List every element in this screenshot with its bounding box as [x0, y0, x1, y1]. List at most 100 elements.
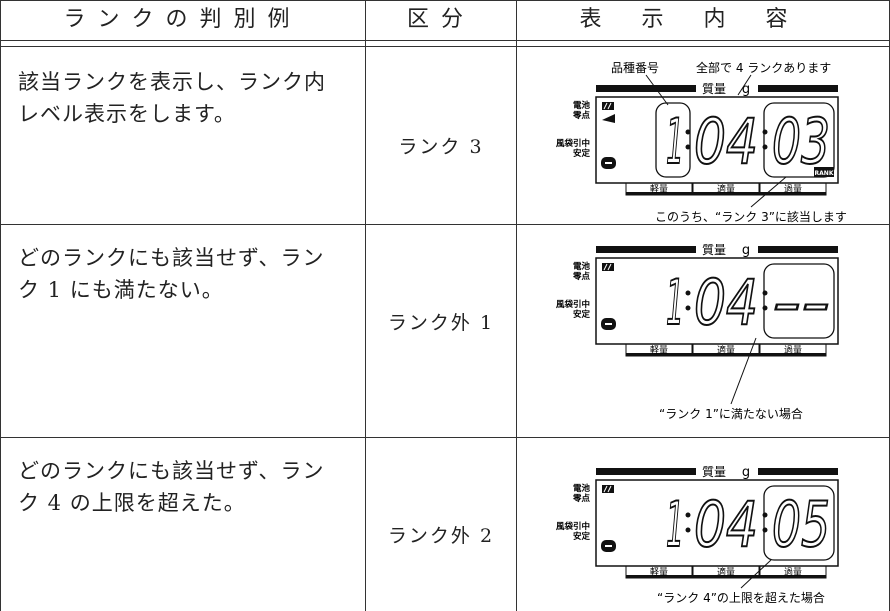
category: ランク 3 — [398, 136, 484, 158]
description: ク 1 にも満たない。 — [18, 278, 224, 302]
annotation: このうち、“ランク 3”に該当します — [655, 209, 847, 224]
bar-fill — [626, 192, 692, 195]
colon — [685, 290, 691, 296]
indicator-label: 風袋引中 — [556, 299, 590, 310]
rule — [516, 0, 517, 611]
digit: 05 — [772, 488, 830, 561]
digit: 03 — [772, 105, 830, 178]
bar-label: 過量 — [784, 567, 802, 578]
bar-fill — [760, 353, 826, 356]
mass-label: 質量 — [702, 81, 726, 96]
indicator-label: 零点 — [572, 271, 591, 282]
leader — [737, 74, 752, 96]
indicator-label: 零点 — [572, 110, 591, 121]
rank-box — [763, 485, 835, 561]
annotation: “ランク 4”の上限を超えた場合 — [657, 590, 825, 605]
colon — [762, 305, 768, 311]
bar-label: 過量 — [784, 345, 802, 356]
bar-fill — [626, 353, 692, 356]
indicator-label: 零点 — [572, 493, 591, 504]
bar-fill — [693, 353, 759, 356]
indicator-label: 風袋引中 — [556, 521, 590, 532]
unit-label: g — [742, 465, 750, 480]
zero-arrow — [602, 114, 615, 123]
annotation: “ランク 1”に満たない場合 — [659, 406, 803, 421]
category: ランク外 2 — [387, 525, 495, 547]
battery-icon — [602, 263, 614, 271]
description: 該当ランクを表示し、ランク内 — [18, 70, 326, 94]
indicator-label: 安定 — [573, 531, 591, 542]
colon — [762, 129, 768, 135]
indicator-label: 安定 — [573, 309, 591, 320]
category: ランク外 1 — [387, 312, 495, 334]
battery-hatch — [603, 263, 612, 271]
indicator-label: 風袋引中 — [556, 138, 590, 149]
digit: -- — [772, 266, 830, 339]
rule — [0, 0, 1, 611]
indicator-label: 電池 — [573, 483, 591, 494]
mass-label: 質量 — [702, 464, 726, 479]
leader — [750, 176, 787, 208]
digit: 04 — [694, 488, 758, 561]
bar — [596, 246, 696, 253]
bar-fill — [760, 192, 826, 195]
header-cell: 表示内容 — [579, 7, 828, 32]
annotation: 品種番号 — [611, 61, 659, 75]
description: ク 4 の上限を超えた。 — [18, 491, 246, 515]
unit-label: g — [742, 82, 750, 97]
mass-label: 質量 — [702, 242, 726, 257]
bar-label: 適量 — [717, 566, 735, 578]
digit: 1 — [666, 105, 684, 178]
leader — [645, 74, 669, 106]
rule — [365, 0, 366, 611]
indicator-label: 安定 — [573, 148, 591, 159]
colon — [685, 512, 691, 518]
battery-hatch — [603, 485, 612, 493]
rank-box — [763, 263, 835, 339]
colon — [685, 144, 691, 150]
product-box — [655, 102, 691, 178]
bar-fill — [626, 575, 692, 578]
rule — [0, 0, 890, 1]
bar — [758, 85, 838, 92]
colon — [762, 144, 768, 150]
rule — [0, 46, 890, 47]
header-cell: ランクの判別例 — [63, 7, 302, 32]
bar-label: 軽量 — [650, 345, 668, 356]
leader — [730, 337, 757, 405]
bar-fill — [760, 575, 826, 578]
colon — [762, 290, 768, 296]
rule — [0, 437, 890, 438]
rank-box — [763, 102, 835, 178]
header-cell: 区分 — [406, 7, 475, 32]
colon — [762, 527, 768, 533]
battery-icon — [602, 102, 614, 110]
leader — [740, 559, 772, 589]
bar-label: 適量 — [717, 183, 735, 195]
bar-fill — [693, 192, 759, 195]
bar-fill — [693, 575, 759, 578]
bar-label: 軽量 — [650, 567, 668, 578]
rank-mark: RANK — [815, 170, 834, 177]
indicator-label: 電池 — [573, 261, 591, 272]
colon — [685, 305, 691, 311]
digit: 04 — [694, 105, 758, 178]
annotation: 全部で 4 ランクあります — [696, 60, 831, 75]
digit: 1 — [666, 488, 684, 561]
unit-label: g — [742, 243, 750, 258]
rule — [0, 40, 890, 41]
bar-label: 適量 — [717, 344, 735, 356]
description: レベル表示をします。 — [18, 102, 236, 126]
rule — [0, 224, 890, 225]
description: どのランクにも該当せず、ラン — [18, 246, 325, 270]
battery-hatch — [603, 102, 612, 110]
rank-mark-bg — [814, 167, 834, 177]
colon — [685, 527, 691, 533]
bar — [596, 85, 696, 92]
bar — [758, 468, 838, 475]
bar-label: 軽量 — [650, 184, 668, 195]
